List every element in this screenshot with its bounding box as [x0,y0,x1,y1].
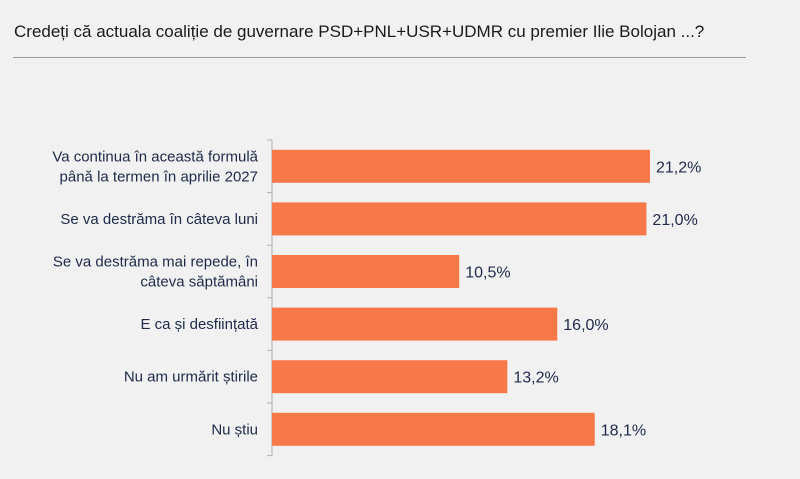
chart-title: Credeți că actuala coaliție de guvernare… [14,22,705,41]
category-label: Se va destrăma în câteva luni [60,211,258,228]
category-label: câteva săptămâni [140,274,258,291]
title-divider [13,57,746,58]
data-label: 18,1% [601,422,646,439]
category-label: E ca și desființată [140,316,258,333]
category-label: Nu știu [211,421,258,438]
bar [272,202,647,236]
category-label: Va continua în această formulă [52,148,258,165]
bar [272,255,460,288]
data-label: 16,0% [563,317,608,334]
bar [272,149,650,183]
data-label: 21,0% [652,212,697,229]
bar [272,412,595,446]
bar [272,360,508,394]
data-label: 21,2% [656,159,701,176]
data-label: 13,2% [513,370,558,387]
data-label: 10,5% [465,265,510,282]
category-label: Nu am urmărit știrile [124,369,258,386]
category-label: Se va destrăma mai repede, în [53,254,258,271]
bar [272,307,558,341]
category-label: până la termen în aprilie 2027 [60,168,258,185]
